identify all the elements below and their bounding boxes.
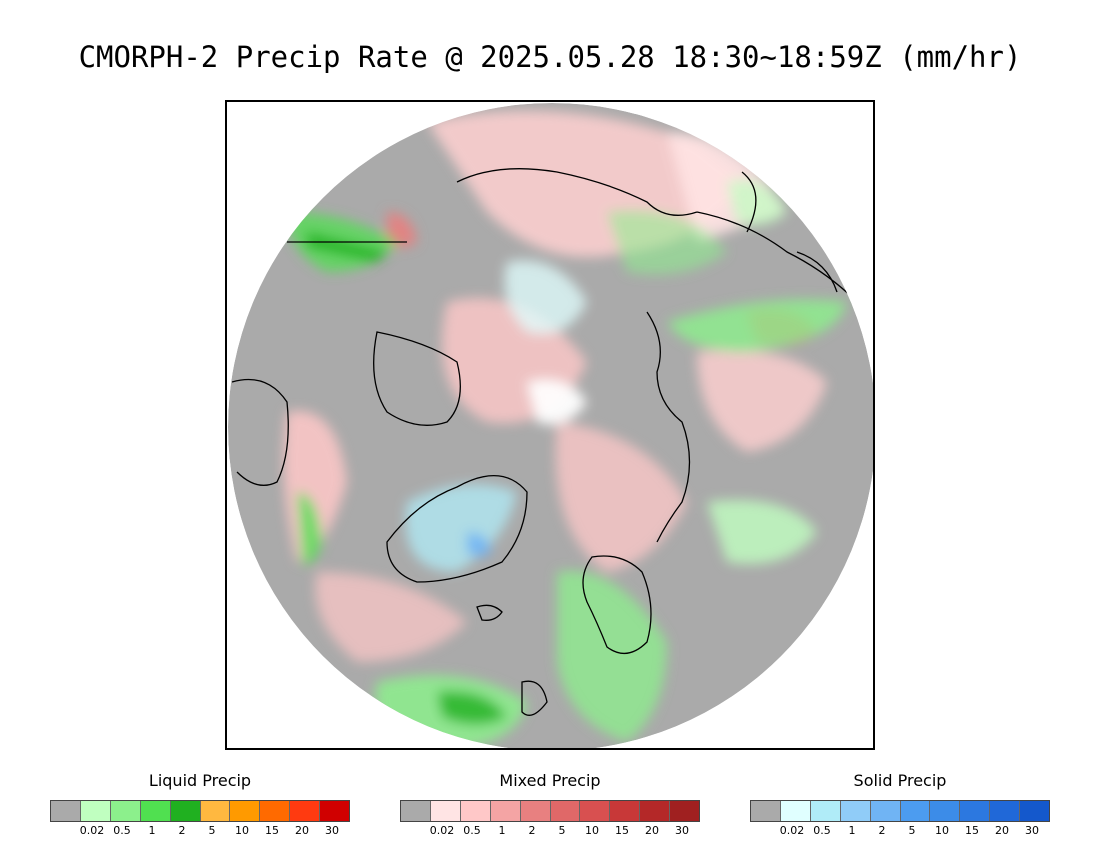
legend-swatch: [900, 801, 931, 821]
legend-tick-label: 0.02: [79, 824, 105, 837]
legend-swatch: [460, 801, 491, 821]
legend-tick-label: 15: [265, 824, 279, 837]
legend-swatch: [640, 801, 671, 821]
legend-tick-label: 2: [528, 824, 536, 837]
legend-tick-label: 0.5: [113, 824, 131, 837]
legend-tick-label: 5: [558, 824, 566, 837]
legend-tick-label: 10: [235, 824, 249, 837]
legend-swatch: [990, 801, 1021, 821]
legend-swatch: [520, 801, 551, 821]
legend-swatch: [670, 801, 700, 821]
precip-map: [225, 100, 875, 750]
legend-tick-label: 2: [178, 824, 186, 837]
legend-title: Mixed Precip: [499, 771, 601, 790]
legend-swatch: [930, 801, 961, 821]
legend-tick-labels: 0.02 0.5 1 2 5 10 15 20 30: [400, 822, 700, 838]
legend-swatch: [610, 801, 641, 821]
legend-tick-label: 5: [208, 824, 216, 837]
legend-swatch: [1020, 801, 1050, 821]
legend-swatch: [401, 801, 431, 821]
legend-tick-label: 0.5: [813, 824, 831, 837]
legend-tick-label: 0.02: [429, 824, 455, 837]
legend-tick-label: 1: [148, 824, 156, 837]
legend-swatch: [51, 801, 81, 821]
legend-swatch: [550, 801, 581, 821]
legend-swatch: [960, 801, 991, 821]
legend-swatch: [110, 801, 141, 821]
legend-swatch: [230, 801, 261, 821]
legend-title: Solid Precip: [853, 771, 947, 790]
legend-liquid-precip: Liquid Precip 0.02 0.5 1 2 5 10 15 20 30: [50, 770, 350, 838]
legend-tick-label: 30: [675, 824, 689, 837]
legend-tick-labels: 0.02 0.5 1 2 5 10 15 20 30: [50, 822, 350, 838]
legend-swatch: [200, 801, 231, 821]
legend-swatch: [751, 801, 781, 821]
legend-color-bar: [400, 800, 700, 822]
legend-tick-label: 10: [935, 824, 949, 837]
legend-swatch: [140, 801, 171, 821]
legend-tick-label: 0.02: [779, 824, 805, 837]
legend-tick-label: 10: [585, 824, 599, 837]
legend-swatch: [170, 801, 201, 821]
legend-tick-label: 0.5: [463, 824, 481, 837]
legend-tick-label: 2: [878, 824, 886, 837]
legend-mixed-precip: Mixed Precip 0.02 0.5 1 2 5 10 15 20 30: [400, 770, 700, 838]
legend-swatch: [320, 801, 350, 821]
legend-color-bar: [750, 800, 1050, 822]
legend-tick-label: 1: [848, 824, 856, 837]
legend-solid-precip: Solid Precip 0.02 0.5 1 2 5 10 15 20 30: [750, 770, 1050, 838]
legend-tick-label: 20: [295, 824, 309, 837]
map-svg: [228, 103, 873, 748]
legend-tick-label: 5: [908, 824, 916, 837]
legend-tick-label: 20: [995, 824, 1009, 837]
legend-tick-label: 20: [645, 824, 659, 837]
legend-swatch: [810, 801, 841, 821]
legend-swatch: [780, 801, 811, 821]
coastlines: [231, 168, 858, 716]
legend-swatch: [430, 801, 461, 821]
legend-title: Liquid Precip: [148, 771, 252, 790]
legend-tick-label: 15: [965, 824, 979, 837]
precip-patches: [283, 110, 847, 748]
legend-tick-label: 15: [615, 824, 629, 837]
legend-swatch: [260, 801, 291, 821]
legend-tick-label: 1: [498, 824, 506, 837]
legend-swatch: [840, 801, 871, 821]
legend-swatch: [580, 801, 611, 821]
legend-swatch: [290, 801, 321, 821]
legend-tick-label: 30: [325, 824, 339, 837]
legend-swatch: [870, 801, 901, 821]
legend-swatch: [490, 801, 521, 821]
legend-tick-labels: 0.02 0.5 1 2 5 10 15 20 30: [750, 822, 1050, 838]
legend-color-bar: [50, 800, 350, 822]
legend-swatch: [80, 801, 111, 821]
map-title: CMORPH-2 Precip Rate @ 2025.05.28 18:30~…: [78, 40, 1022, 74]
legend-tick-label: 30: [1025, 824, 1039, 837]
